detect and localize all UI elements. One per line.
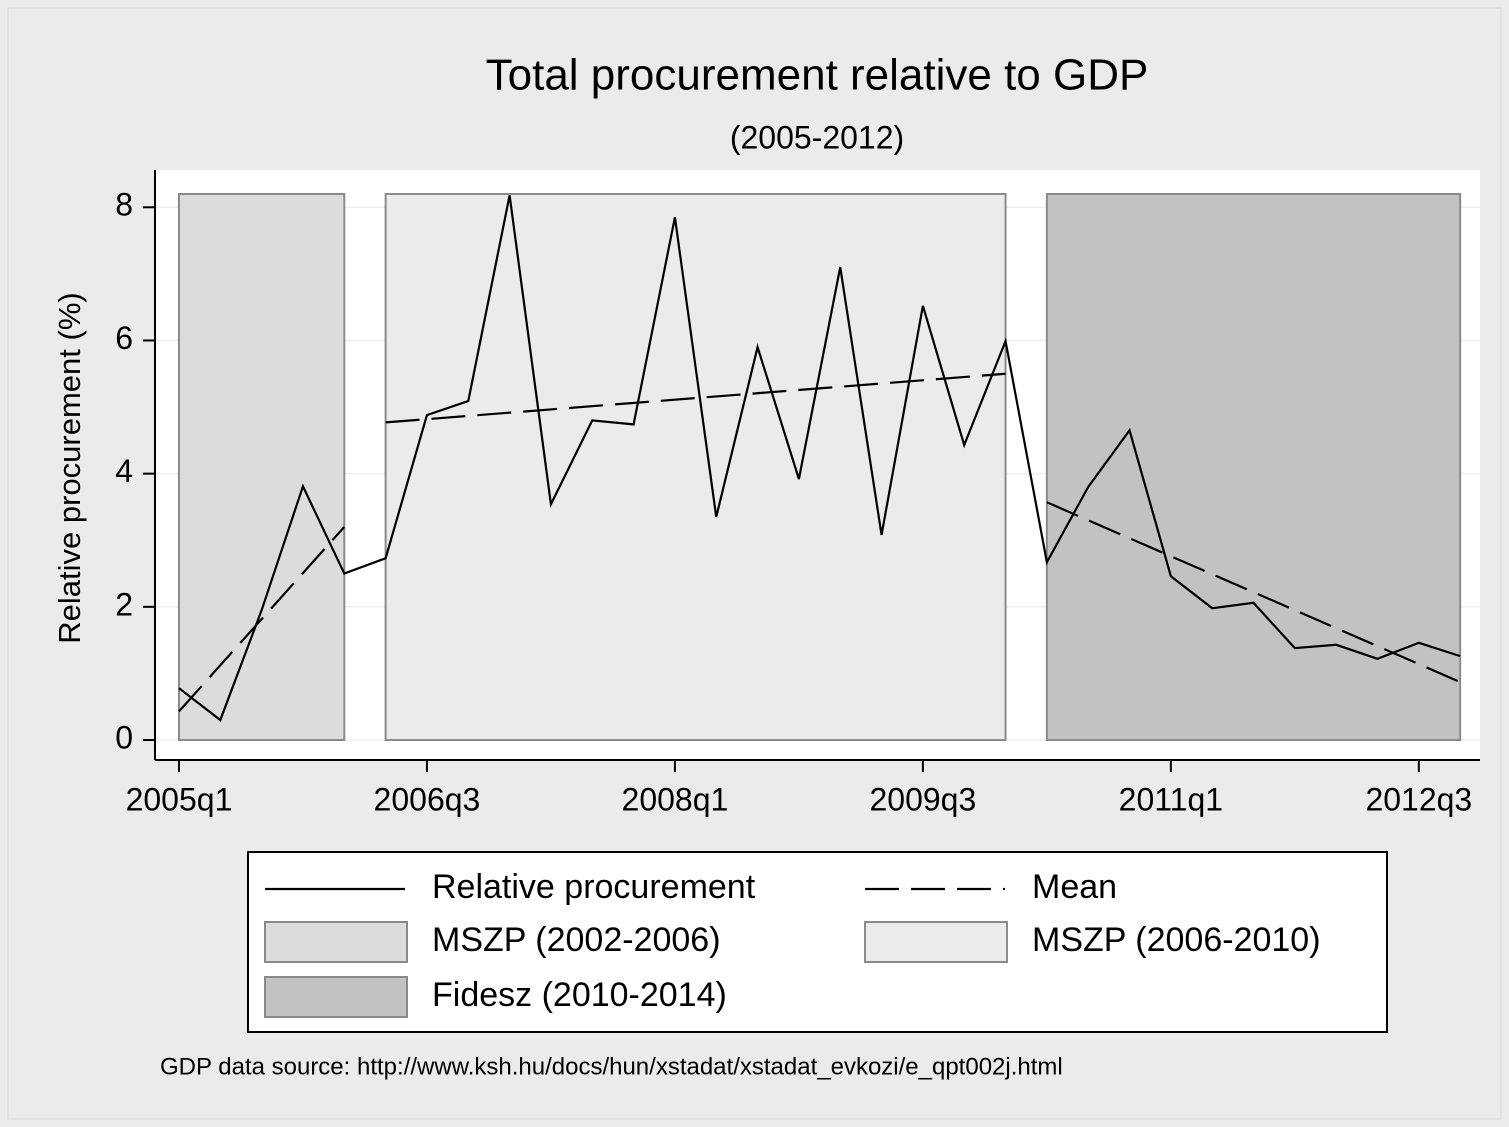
source-note: GDP data source: http://www.ksh.hu/docs/… (160, 1053, 1063, 1080)
legend-label: MSZP (2002-2006) (432, 921, 721, 959)
x-tick-label: 2012q3 (1365, 781, 1472, 817)
legend-label: Fidesz (2010-2014) (432, 976, 727, 1014)
x-tick-label: 2009q3 (869, 781, 976, 817)
x-tick-label: 2005q1 (126, 781, 233, 817)
mean-line (178, 526, 346, 713)
period-band (177, 192, 346, 742)
mean-line (385, 372, 1006, 424)
y-tick-label: 8 (115, 187, 133, 223)
y-tick-label: 2 (115, 586, 133, 622)
x-tick-label: 2008q1 (622, 781, 729, 817)
x-tick-label: 2006q3 (374, 781, 481, 817)
legend-swatch (264, 921, 408, 963)
legend (247, 851, 1388, 1033)
y-tick-label: 4 (115, 453, 133, 489)
data-line (178, 195, 1461, 722)
y-tick-label: 0 (115, 719, 133, 755)
chart-subtitle: (2005-2012) (730, 119, 904, 155)
legend-label: Mean (1032, 868, 1117, 906)
mean-line (1046, 501, 1461, 684)
x-tick-label: 2011q1 (1119, 781, 1223, 817)
chart-title: Total procurement relative to GDP (486, 51, 1149, 100)
legend-label: MSZP (2006-2010) (1032, 921, 1321, 959)
y-tick-label: 6 (115, 320, 133, 356)
legend-swatch (264, 976, 408, 1018)
period-band (384, 192, 1007, 742)
legend-label: Relative procurement (432, 868, 756, 906)
y-axis-label: Relative procurement (%) (52, 292, 87, 643)
legend-swatch (864, 921, 1008, 963)
period-band (1045, 192, 1462, 742)
